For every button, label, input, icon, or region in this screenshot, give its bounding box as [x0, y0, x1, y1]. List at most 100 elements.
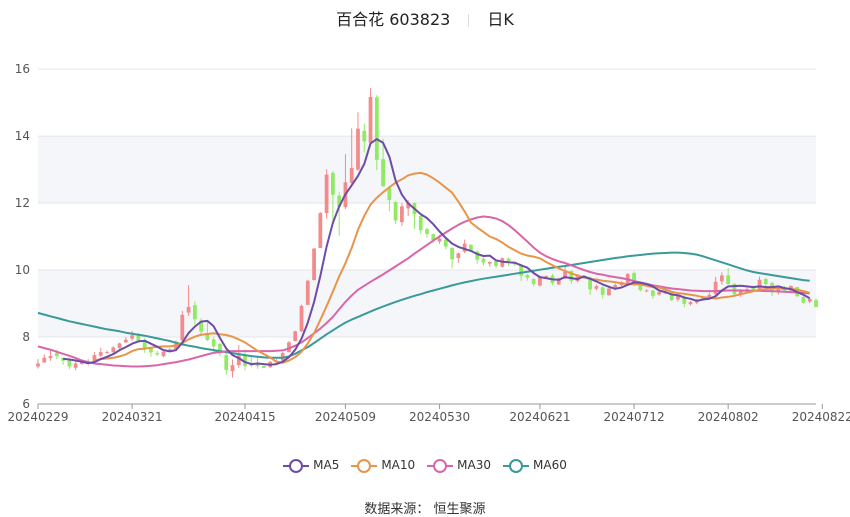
legend-swatch [503, 458, 530, 473]
candle-body [594, 286, 599, 289]
candle-body [607, 288, 611, 296]
candle-body [362, 130, 367, 142]
candle-body [632, 273, 636, 284]
candle-body [54, 353, 59, 357]
candle-body [393, 202, 398, 221]
candle-body [205, 333, 210, 341]
legend-swatch [427, 458, 454, 473]
candle-body [255, 363, 260, 367]
ma60-line [37, 251, 810, 359]
candle-body [111, 347, 116, 353]
candle-body [218, 343, 222, 354]
candle-body [230, 365, 235, 372]
candle-body [506, 258, 511, 263]
candle-body [475, 251, 480, 260]
data-source: 数据来源： 恒生聚源 [364, 502, 486, 517]
candle-body [130, 335, 134, 339]
legend-item-ma10[interactable]: MA10 [351, 458, 415, 473]
legend-label: MA5 [313, 458, 340, 472]
candle-body [431, 234, 436, 241]
candle-body [36, 363, 40, 367]
candle-body [117, 343, 122, 349]
candle-body [312, 248, 316, 281]
candle-body [387, 187, 392, 201]
candle-body [531, 279, 536, 285]
candle-body [180, 314, 185, 341]
candle-body [720, 275, 724, 282]
candle-body [807, 298, 812, 302]
grid-band [38, 270, 816, 338]
candle-body [757, 279, 762, 289]
candle-body [600, 287, 605, 295]
candle-body [713, 281, 718, 295]
candle-body [293, 331, 298, 342]
legend-item-ma5[interactable]: MA5 [283, 458, 339, 473]
candle-body [682, 297, 687, 304]
candle-body [73, 363, 78, 368]
candle-body [481, 258, 486, 263]
candle-body [487, 262, 492, 264]
candle-body [738, 289, 743, 295]
candle-body [199, 320, 204, 332]
candle-body [669, 291, 674, 301]
candle-body [519, 264, 523, 276]
candle-body [356, 128, 360, 170]
candle-body [676, 295, 680, 300]
x-tick-label: 20240712 [604, 410, 665, 424]
candle-body [287, 342, 291, 353]
candle-body [544, 276, 549, 278]
candle-body [142, 340, 147, 350]
candle-body [556, 278, 561, 285]
candle-body [745, 289, 749, 291]
candle-body [381, 159, 385, 187]
candle-body [538, 276, 542, 286]
candle-body [211, 339, 216, 347]
candle-body [224, 355, 229, 370]
candle-body [318, 213, 323, 248]
candle-body [638, 282, 643, 291]
legend-label: MA30 [457, 458, 492, 472]
candle-body [525, 275, 530, 278]
x-tick-label: 20240321 [102, 410, 163, 424]
candle-body [155, 353, 160, 355]
candle-body [462, 243, 467, 252]
candle-body [167, 349, 172, 351]
candle-body [374, 97, 379, 160]
candle-body [443, 239, 448, 247]
candle-body [563, 271, 567, 279]
candle-body [644, 290, 649, 292]
x-tick-label: 20240509 [315, 410, 376, 424]
candle-body [406, 202, 411, 209]
legend-item-ma60[interactable]: MA60 [503, 458, 567, 473]
candle-body [80, 362, 84, 364]
candle-body [425, 229, 429, 234]
candle-body [105, 352, 109, 354]
x-tick-label: 20240530 [409, 410, 470, 424]
legend-label: MA60 [533, 458, 567, 472]
period-label: 日K [487, 10, 514, 29]
y-tick-label: 6 [22, 397, 30, 411]
candle-body [123, 339, 128, 343]
candle-body [149, 348, 153, 353]
candle-body [494, 261, 498, 267]
x-tick-label: 20240415 [215, 410, 276, 424]
candle-body [650, 290, 655, 296]
candle-body [418, 215, 423, 231]
candle-body [801, 297, 806, 303]
candle-body [575, 274, 580, 282]
legend: MA5 MA10 MA30 MA60 [0, 458, 850, 473]
candle-body [48, 356, 53, 359]
candle-body [450, 247, 454, 260]
candle-body [688, 302, 693, 305]
legend-label: MA10 [381, 458, 416, 472]
candle-body [613, 285, 618, 289]
candle-body [437, 238, 442, 242]
candle-body [814, 300, 818, 307]
legend-item-ma30[interactable]: MA30 [427, 458, 491, 473]
candle-body [400, 206, 404, 223]
candle-body [136, 335, 141, 343]
y-tick-label: 8 [22, 330, 30, 344]
candle-body [261, 365, 266, 368]
x-tick-label: 20240621 [509, 410, 570, 424]
x-tick-label: 20240229 [7, 410, 68, 424]
